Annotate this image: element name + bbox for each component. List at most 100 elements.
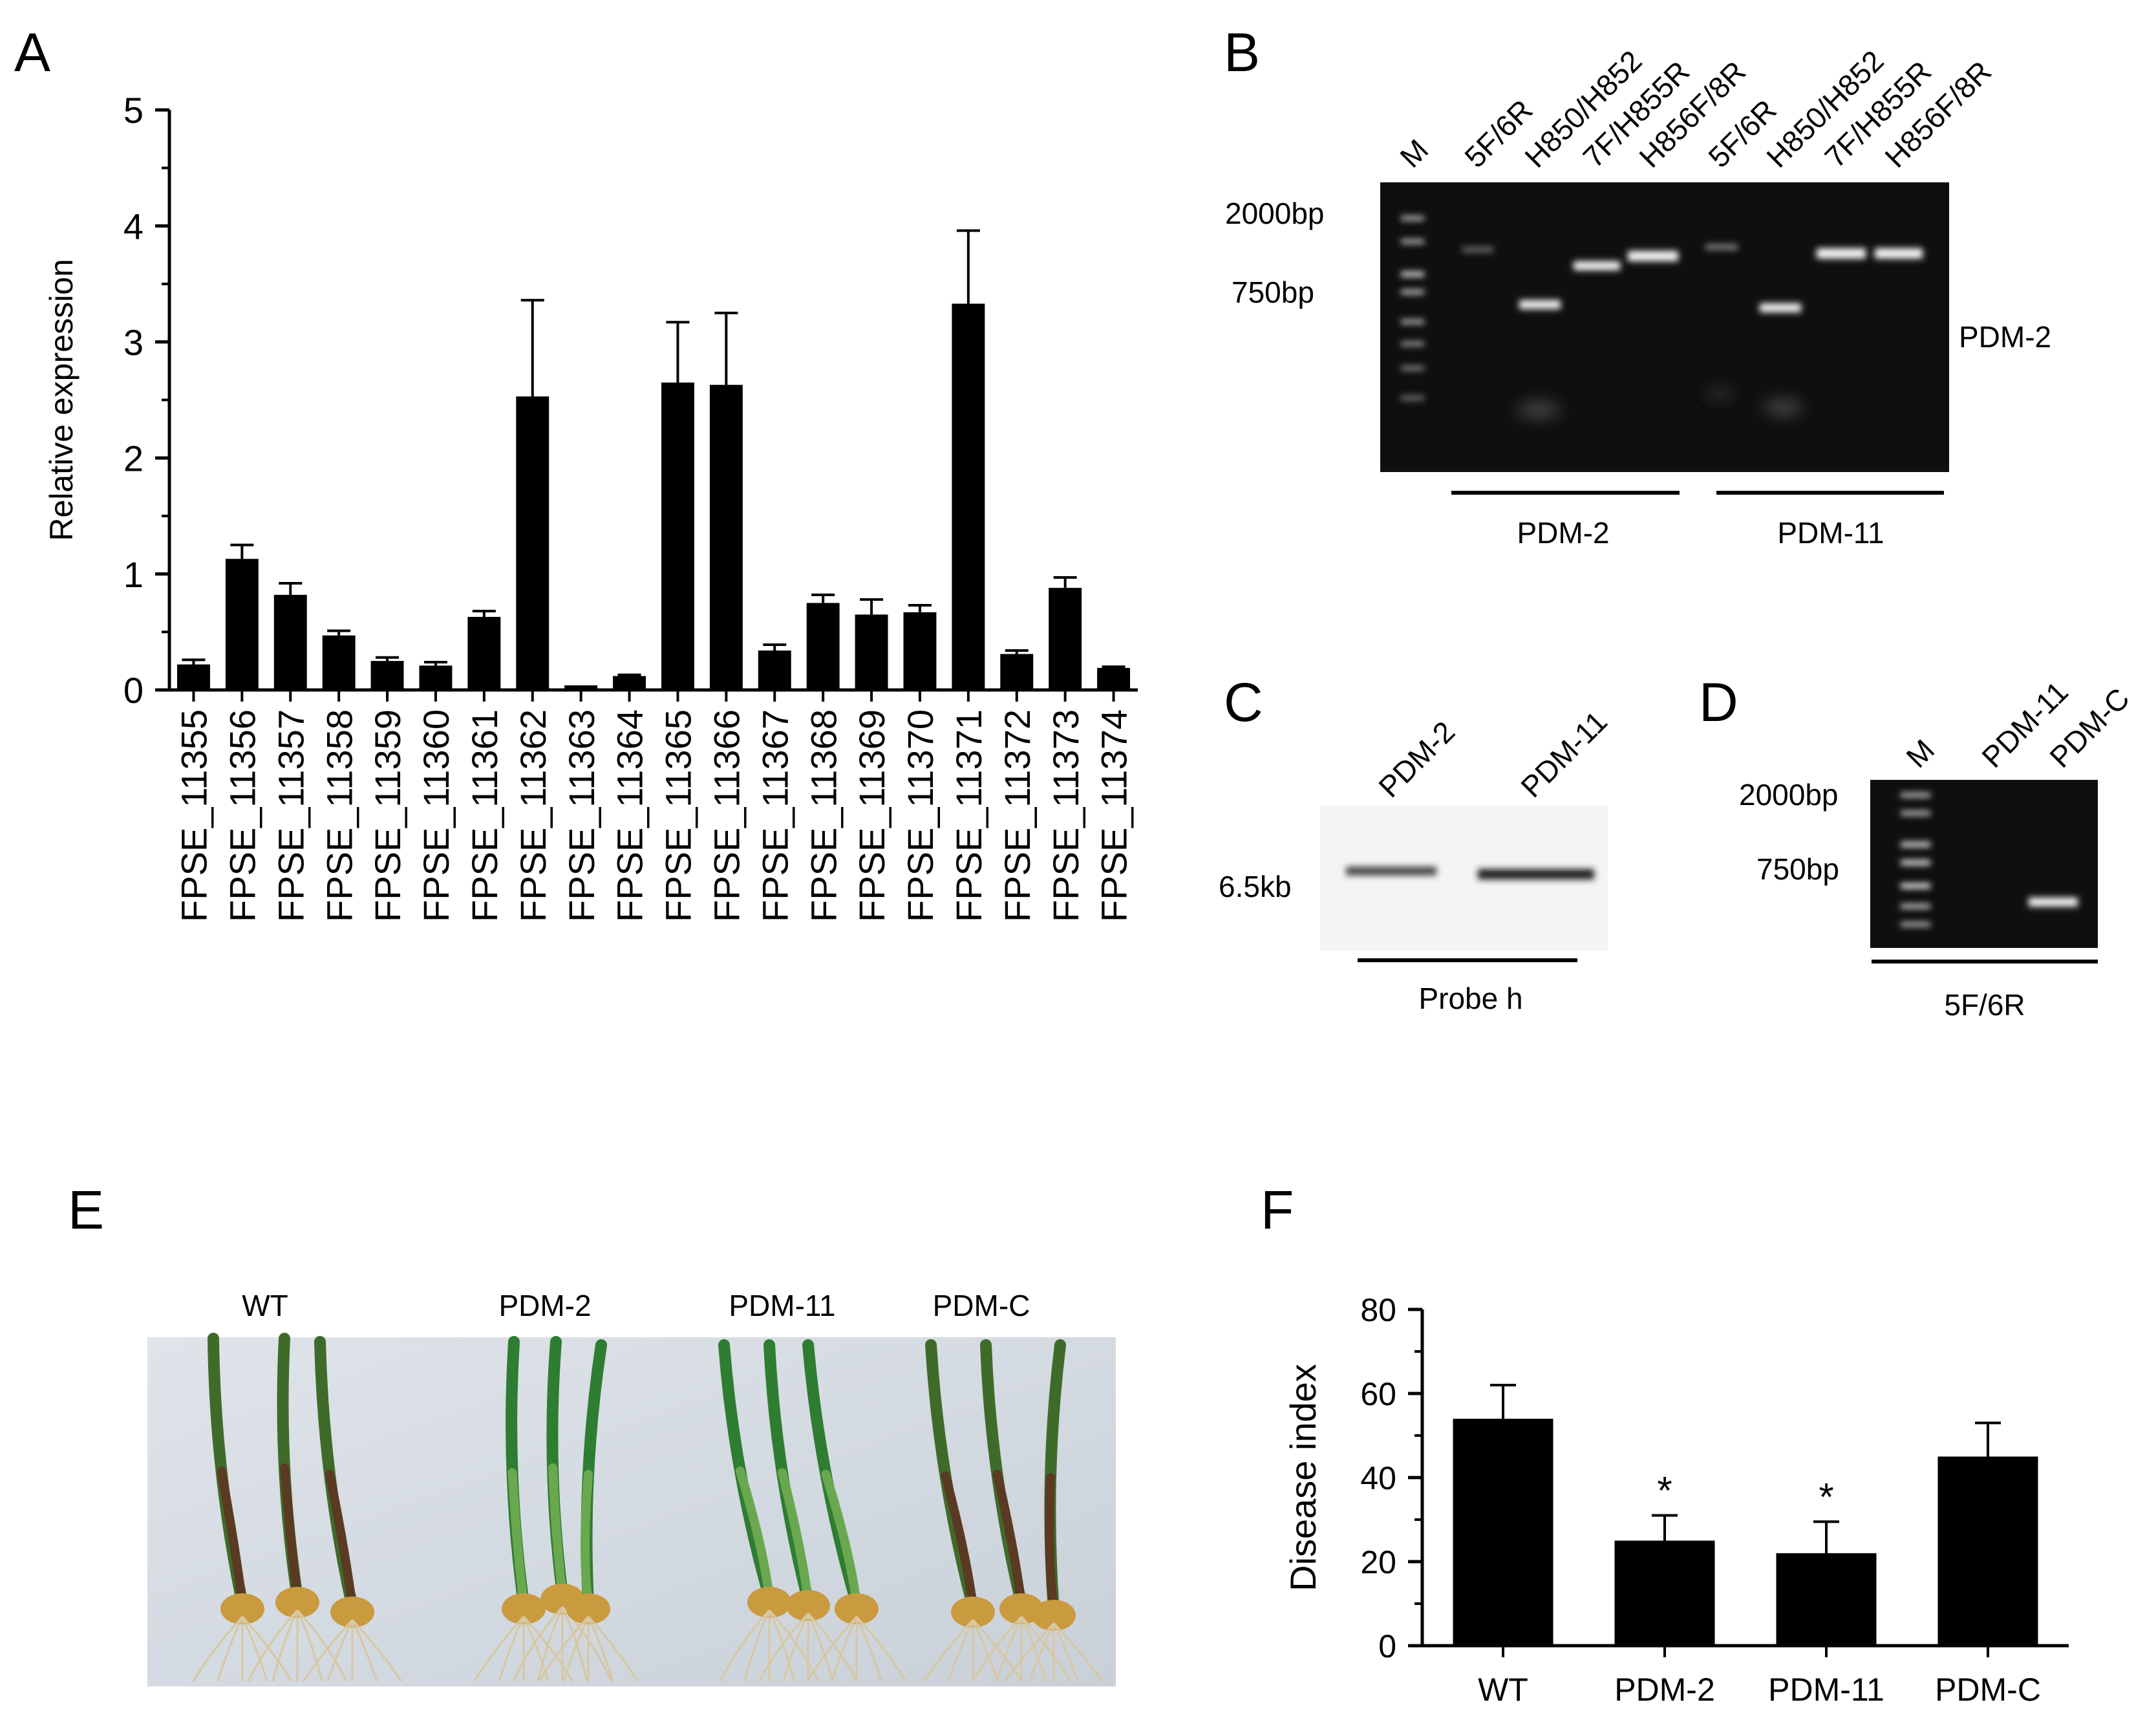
root: [1020, 1616, 1047, 1682]
gel-d-lane-m: M: [1899, 733, 1941, 774]
root: [831, 1616, 858, 1682]
seedling-stem: [548, 1463, 567, 1598]
gel-b-lane-label: M: [1393, 133, 1435, 174]
ladder-band: [1901, 860, 1930, 865]
gel-b: M 5F/6RH850/H8527F/H855RH856F/8R5F/6RH850…: [1225, 44, 2051, 550]
photo-label-wt: WT: [242, 1289, 288, 1322]
x-tick-label: PDM-11: [1768, 1672, 1884, 1708]
y-axis-label: Disease index: [1283, 1364, 1323, 1591]
gel-d: M PDM-11 PDM-C 2000bp 750bp 5F/6R: [1739, 674, 2136, 1022]
ladder-band: [1401, 319, 1424, 324]
x-tick-label: FPSE_11370: [900, 709, 941, 922]
bar: [661, 382, 694, 690]
y-tick-label: 20: [1360, 1544, 1396, 1580]
panel-letter-b: B: [1224, 22, 1260, 83]
primer-dimer: [1764, 400, 1802, 415]
ladder-band: [1401, 272, 1424, 277]
bar: [419, 665, 453, 690]
seed: [1032, 1600, 1076, 1631]
bar: [467, 616, 501, 690]
bar: [1097, 667, 1131, 690]
x-tick-label: FPSE_11357: [270, 709, 311, 922]
root: [855, 1616, 882, 1682]
y-tick-label: 60: [1360, 1376, 1396, 1412]
chart-f: 0 20 40 60 80 Disease index WT PDM-2 * PDM-11 * PDM…: [1283, 1292, 2069, 1708]
pcr-band: [1705, 244, 1738, 250]
bar: [709, 385, 743, 690]
x-tick-label: FPSE_11366: [707, 709, 747, 922]
x-tick-label: FPSE_11368: [803, 709, 844, 922]
bar: [1937, 1456, 2038, 1646]
seedling-stem: [280, 1463, 302, 1602]
ladder-band: [1901, 793, 1930, 797]
seed: [835, 1593, 879, 1624]
photo-label-pdm-2: PDM-2: [498, 1289, 591, 1322]
root: [522, 1616, 550, 1682]
ladder-band: [1901, 904, 1930, 909]
y-tick-label: 3: [123, 322, 144, 363]
root: [217, 1616, 244, 1682]
y-tick-label: 4: [123, 206, 144, 247]
seedlings: [192, 1333, 1104, 1682]
ladder-band: [1401, 366, 1424, 371]
bar: [1453, 1419, 1553, 1646]
root: [498, 1616, 525, 1682]
bar: [176, 664, 210, 690]
y-tick-label: 0: [1378, 1628, 1396, 1664]
panel-letter-f: F: [1261, 1179, 1294, 1240]
root: [972, 1619, 999, 1682]
seedling-stem: [736, 1467, 774, 1602]
x-tick-label: FPSE_11365: [658, 709, 699, 922]
seed: [330, 1597, 374, 1628]
root: [719, 1609, 771, 1682]
bar: [855, 614, 888, 690]
blot-c: PDM-2 PDM-11 6.5kb Probe h: [1219, 704, 1614, 1015]
root: [1028, 1622, 1055, 1682]
root: [272, 1609, 299, 1682]
root: [296, 1609, 348, 1682]
x-tick-label: FPSE_11364: [610, 709, 650, 922]
root: [192, 1615, 244, 1682]
root: [923, 1619, 974, 1682]
pcr-band: [1574, 261, 1620, 270]
y-axis-label: Relative expression: [43, 259, 80, 541]
root: [522, 1615, 574, 1682]
root: [807, 1613, 834, 1682]
bar: [952, 303, 985, 690]
root: [972, 1619, 1023, 1682]
seed: [951, 1597, 995, 1628]
seed: [220, 1593, 264, 1624]
seedling-stem: [507, 1468, 528, 1608]
photo-label-pdm-11: PDM-11: [729, 1289, 835, 1322]
seed: [502, 1593, 546, 1624]
bar: [758, 651, 791, 690]
panel-letter-a: A: [14, 22, 50, 83]
x-tick-label: PDM-C: [1935, 1672, 2041, 1708]
photo-label-pdm-c: PDM-C: [933, 1289, 1030, 1322]
y-tick-label: 80: [1360, 1292, 1396, 1328]
ladder-band: [1401, 239, 1424, 244]
ladder-band: [1401, 290, 1424, 294]
x-tick-label: FPSE_11361: [464, 709, 505, 922]
pcr-band: [1760, 303, 1801, 312]
gel-b-side-label: PDM-2: [1959, 320, 2051, 354]
pcr-band: [1519, 300, 1561, 309]
panel-letter-d: D: [1699, 672, 1738, 733]
bar: [564, 685, 598, 690]
root: [1052, 1622, 1080, 1682]
root: [296, 1609, 323, 1682]
primer-dimer: [1518, 402, 1559, 418]
bar: [1000, 654, 1034, 690]
root: [241, 1616, 268, 1682]
root: [855, 1615, 907, 1682]
root: [351, 1619, 378, 1682]
seed: [786, 1590, 830, 1621]
root: [326, 1619, 354, 1682]
gel-b-image: [1380, 182, 1949, 472]
group-label-pdm-11: PDM-11: [1777, 516, 1884, 550]
ladder-band: [1401, 396, 1424, 400]
y-tick-label: 40: [1360, 1460, 1396, 1496]
seed: [566, 1593, 610, 1624]
seedling-stem: [581, 1470, 593, 1608]
